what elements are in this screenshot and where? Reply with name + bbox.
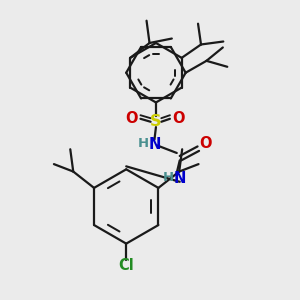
Text: O: O (172, 111, 185, 126)
Text: O: O (200, 136, 212, 151)
Text: N: N (173, 171, 186, 186)
Text: S: S (150, 114, 162, 129)
Text: H: H (138, 137, 149, 150)
Text: Cl: Cl (118, 258, 134, 273)
Text: N: N (148, 136, 160, 152)
Text: H: H (163, 171, 174, 184)
Text: O: O (125, 111, 138, 126)
